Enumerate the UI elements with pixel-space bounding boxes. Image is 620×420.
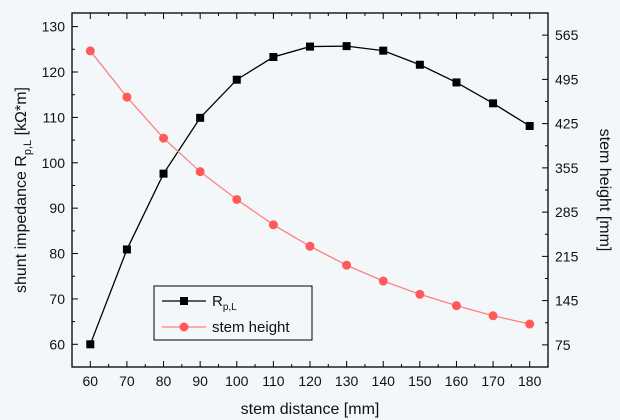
x-tick-label: 70 — [119, 373, 135, 389]
data-point-stem-height — [159, 133, 169, 143]
y-left-tick-label: 80 — [49, 246, 65, 262]
legend-label-stem-height: stem height — [212, 319, 290, 336]
series-layer — [85, 42, 535, 349]
x-tick-label: 110 — [262, 373, 285, 389]
left-axis-title: shunt impedance Rp,L [kΩ*m] — [13, 87, 34, 293]
right-axis-title: stem height [mm] — [596, 129, 613, 252]
y-right-tick-label: 215 — [555, 248, 579, 264]
data-point-rpl — [306, 42, 314, 51]
ticks: 60 70 80 90 100 110 120 130 140 150 160 170 180 60 70 8… — [42, 13, 579, 389]
data-point-stem-height — [122, 92, 132, 102]
data-point-rpl — [415, 60, 424, 69]
legend-swatch-marker-rpl — [180, 297, 188, 305]
data-point-rpl — [269, 53, 278, 62]
y-left-tick-label: 100 — [42, 155, 66, 171]
y-left-tick-label: 130 — [42, 19, 66, 35]
left-axis-title-unit: [kΩ*m] — [13, 87, 30, 140]
y-right-tick-label: 145 — [555, 293, 579, 309]
y-right-tick-label: 355 — [555, 160, 579, 176]
y-left-tick-label: 110 — [43, 109, 66, 125]
data-point-stem-height — [195, 167, 205, 177]
y-left-tick-label: 70 — [49, 291, 65, 307]
x-tick-label: 80 — [156, 373, 172, 389]
x-tick-label: 60 — [83, 373, 99, 389]
data-point-rpl — [232, 75, 241, 84]
x-tick-label: 160 — [445, 373, 469, 389]
x-tick-label: 120 — [298, 373, 322, 389]
legend-box — [153, 285, 313, 341]
data-point-rpl — [379, 46, 388, 55]
y-left-tick-label: 120 — [42, 64, 66, 80]
x-tick-label: 150 — [408, 373, 432, 389]
legend: Rp,L stem height — [153, 285, 313, 341]
x-tick-label: 140 — [372, 373, 396, 389]
data-point-rpl — [196, 113, 205, 122]
data-point-stem-height — [488, 311, 498, 321]
x-tick-label: 170 — [481, 373, 505, 389]
data-point-stem-height — [525, 319, 535, 329]
legend-swatch-marker-stem-height — [179, 322, 189, 332]
left-axis-title-main: shunt impedance R — [13, 155, 30, 293]
data-point-stem-height — [415, 289, 425, 299]
x-tick-label: 180 — [518, 373, 542, 389]
data-point-rpl — [489, 99, 498, 108]
legend-label-rpl: Rp,L — [212, 293, 237, 313]
y-right-tick-label: 285 — [555, 204, 579, 220]
y-right-tick-label: 425 — [555, 116, 579, 132]
data-point-rpl — [122, 245, 131, 254]
data-point-stem-height — [451, 301, 461, 311]
x-axis-title: stem distance [mm] — [241, 401, 380, 418]
y-right-tick-label: 75 — [555, 337, 571, 353]
x-tick-label: 90 — [192, 373, 208, 389]
data-point-stem-height — [85, 46, 95, 56]
data-point-rpl — [86, 340, 95, 349]
y-right-tick-label: 495 — [555, 71, 579, 87]
y-right-tick-label: 565 — [555, 27, 579, 43]
data-point-rpl — [342, 42, 351, 51]
y-left-tick-label: 60 — [49, 336, 65, 352]
left-axis-title-sub: p,L — [22, 140, 34, 155]
y-left-tick-label: 90 — [49, 200, 65, 216]
x-tick-label: 130 — [335, 373, 359, 389]
data-point-stem-height — [342, 260, 352, 270]
data-point-rpl — [452, 78, 461, 87]
data-point-stem-height — [232, 194, 242, 204]
data-point-rpl — [525, 122, 534, 131]
x-tick-label: 100 — [225, 373, 249, 389]
data-point-stem-height — [378, 276, 388, 286]
data-point-rpl — [159, 169, 168, 178]
data-point-stem-height — [268, 220, 278, 230]
data-point-stem-height — [305, 241, 315, 251]
